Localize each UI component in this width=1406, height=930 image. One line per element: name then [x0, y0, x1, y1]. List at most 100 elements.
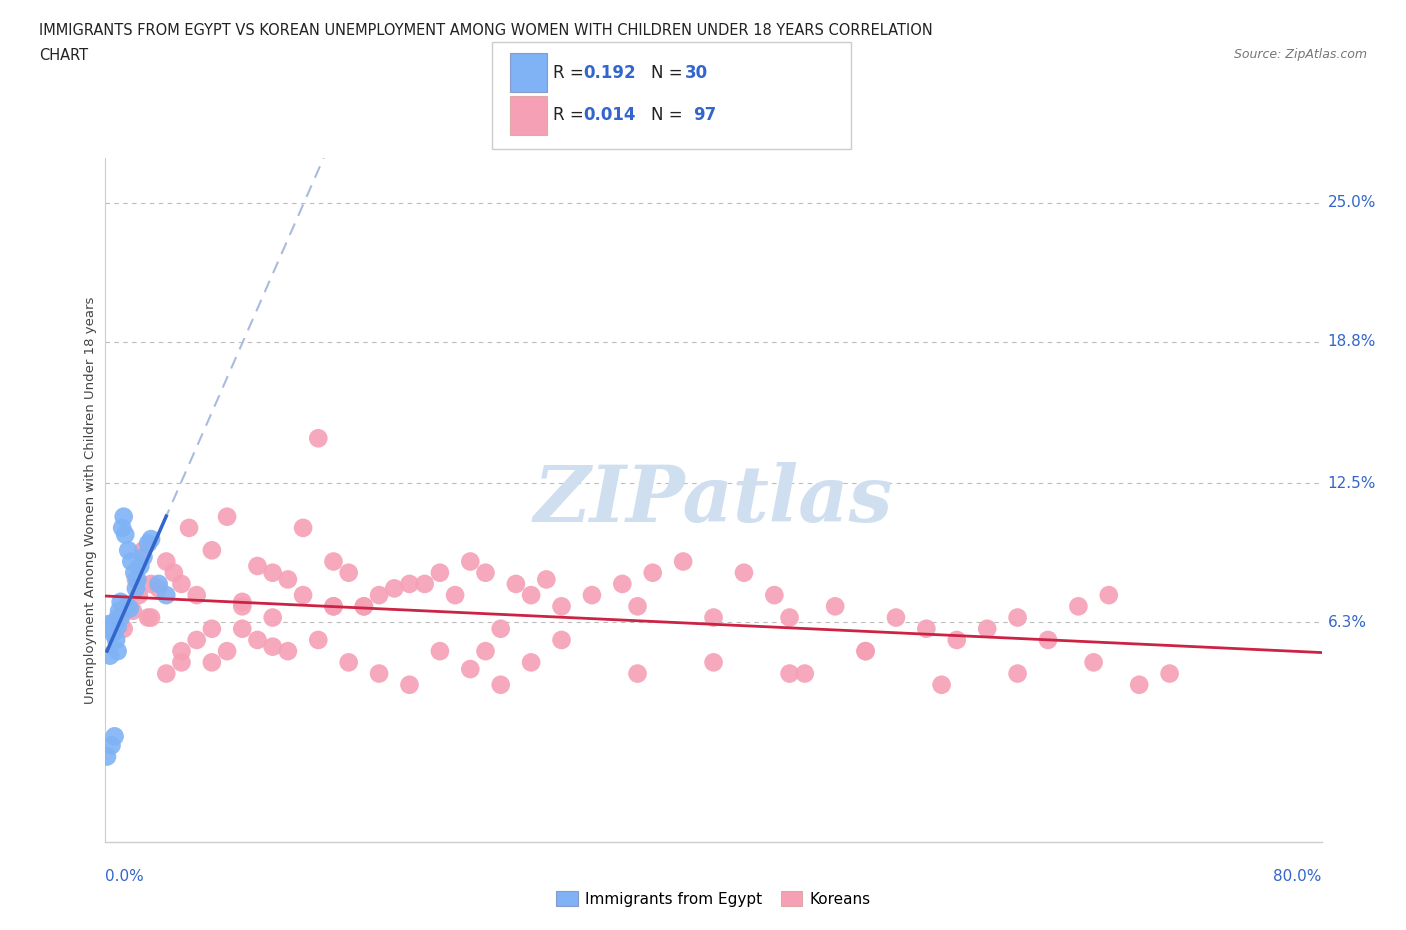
Text: 18.8%: 18.8%	[1327, 335, 1376, 350]
Text: 12.5%: 12.5%	[1327, 475, 1376, 490]
Point	[322, 599, 344, 614]
Text: 80.0%: 80.0%	[1274, 869, 1322, 883]
Point	[702, 655, 725, 670]
Point	[98, 648, 121, 663]
Point	[1098, 588, 1121, 603]
Point	[246, 559, 269, 574]
Point	[474, 565, 496, 580]
Point	[114, 527, 136, 542]
Point	[536, 572, 558, 587]
Point	[382, 581, 405, 596]
Point	[148, 577, 170, 591]
Point	[779, 610, 801, 625]
Point	[1007, 610, 1029, 625]
Point	[976, 621, 998, 636]
Text: R =: R =	[553, 63, 583, 82]
Point	[115, 599, 138, 614]
Point	[322, 599, 344, 614]
Point	[96, 749, 118, 764]
Point	[1128, 677, 1150, 692]
Point	[107, 644, 129, 658]
Point	[139, 577, 162, 591]
Point	[262, 610, 284, 625]
Point	[107, 610, 129, 625]
Point	[163, 565, 186, 580]
Point	[855, 644, 877, 658]
Point	[97, 617, 120, 631]
Point	[136, 610, 159, 625]
Text: R =: R =	[553, 106, 583, 125]
Point	[105, 632, 128, 647]
Point	[489, 621, 512, 636]
Point	[337, 655, 360, 670]
Point	[550, 599, 572, 614]
Point	[763, 588, 786, 603]
Point	[129, 559, 152, 574]
Point	[125, 581, 148, 596]
Point	[262, 565, 284, 580]
Text: 0.192: 0.192	[583, 63, 636, 82]
Text: Source: ZipAtlas.com: Source: ZipAtlas.com	[1233, 48, 1367, 61]
Point	[110, 617, 132, 631]
Point	[101, 626, 124, 641]
Point	[139, 610, 162, 625]
Point	[120, 554, 142, 569]
Point	[292, 521, 315, 536]
Point	[520, 588, 543, 603]
Point	[429, 644, 451, 658]
Point	[125, 572, 148, 587]
Point	[612, 577, 634, 591]
Point	[121, 604, 143, 618]
Point	[855, 644, 877, 658]
Point	[132, 550, 155, 565]
Point	[550, 632, 572, 647]
Point	[108, 604, 131, 618]
Point	[186, 632, 208, 647]
Point	[277, 644, 299, 658]
Point	[177, 521, 200, 536]
Point	[201, 621, 224, 636]
Point	[368, 666, 391, 681]
Point	[155, 554, 177, 569]
Point	[136, 536, 159, 551]
Point	[155, 588, 177, 603]
Point	[100, 737, 122, 752]
Point	[505, 577, 527, 591]
Point	[170, 577, 193, 591]
Text: CHART: CHART	[39, 48, 89, 63]
Point	[337, 565, 360, 580]
Point	[353, 599, 375, 614]
Point	[107, 619, 129, 634]
Point	[520, 655, 543, 670]
Y-axis label: Unemployment Among Women with Children Under 18 years: Unemployment Among Women with Children U…	[84, 296, 97, 704]
Point	[231, 599, 253, 614]
Point	[112, 621, 135, 636]
Point	[132, 543, 155, 558]
Point	[110, 610, 132, 625]
Point	[733, 565, 755, 580]
Text: 6.3%: 6.3%	[1327, 615, 1367, 630]
Point	[103, 729, 125, 744]
Point	[118, 601, 141, 616]
Point	[246, 632, 269, 647]
Point	[103, 615, 125, 630]
Point	[915, 621, 938, 636]
Point	[1036, 632, 1059, 647]
Point	[111, 521, 134, 536]
Point	[117, 543, 139, 558]
Point	[98, 621, 121, 636]
Point	[217, 644, 239, 658]
Point	[292, 588, 315, 603]
Point	[307, 431, 329, 445]
Point	[155, 666, 177, 681]
Point	[672, 554, 695, 569]
Point	[1067, 599, 1090, 614]
Point	[127, 572, 149, 587]
Point	[793, 666, 815, 681]
Point	[231, 594, 253, 609]
Point	[398, 677, 420, 692]
Point	[112, 510, 135, 525]
Point	[148, 581, 170, 596]
Point	[931, 677, 953, 692]
Point	[277, 572, 299, 587]
